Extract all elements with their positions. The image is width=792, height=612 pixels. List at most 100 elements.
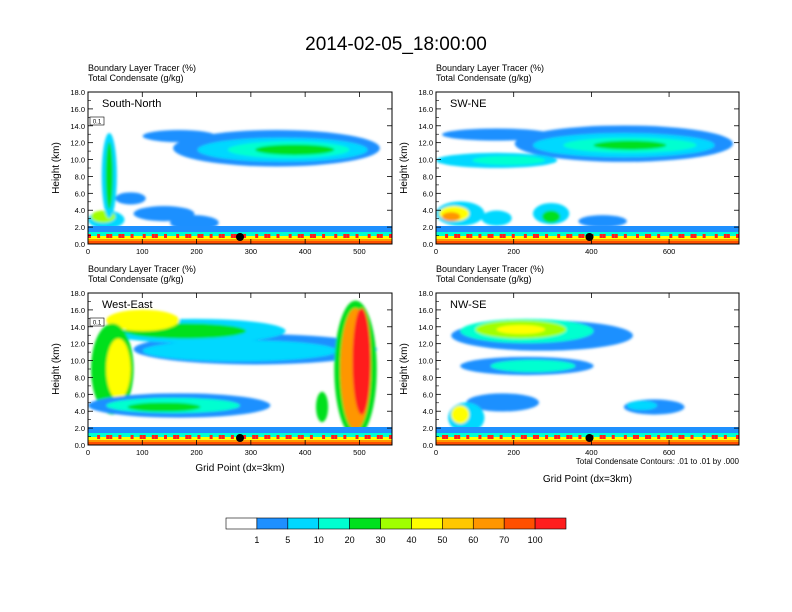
surface-cell [614, 234, 618, 238]
surface-cell [109, 234, 113, 238]
surface-cell [88, 234, 91, 238]
colorbar-label: 70 [499, 535, 509, 545]
surface-cell [532, 435, 536, 439]
surface-cell [511, 435, 515, 439]
surface-cell [678, 435, 682, 439]
y-tick-label: 16.0 [418, 105, 433, 114]
surface-cell [602, 435, 606, 439]
surface-cell [469, 234, 473, 238]
surface-cell [632, 435, 636, 439]
x-tick-label: 0 [86, 247, 90, 256]
colorbar-swatch [318, 517, 350, 530]
surface-cell [578, 234, 582, 238]
surface-cell [657, 435, 661, 439]
y-tick-label: 18.0 [70, 88, 85, 97]
surface-cell [185, 234, 189, 238]
field-blob [127, 402, 201, 412]
surface-cell [657, 234, 661, 238]
surface-cell [726, 234, 730, 238]
surface-cell [545, 435, 549, 439]
x-tick-label: 400 [585, 247, 598, 256]
tracer-field [88, 300, 392, 445]
surface-cell [221, 435, 225, 439]
surface-cell [151, 435, 155, 439]
y-tick-label: 18.0 [70, 289, 85, 298]
surface-cell [690, 234, 694, 238]
x-axis-label: Grid Point (dx=3km) [195, 463, 284, 474]
surface-cell [635, 234, 639, 238]
surface-cell [346, 234, 350, 238]
surface-cell [478, 234, 482, 238]
surface-cell [669, 234, 673, 238]
surface-cell [109, 435, 113, 439]
surface-cell [276, 234, 280, 238]
panel-label: NW-SE [450, 299, 486, 311]
y-tick-label: 14.0 [418, 122, 433, 131]
y-axis-label: Height (km) [51, 142, 62, 194]
surface-cell [681, 435, 685, 439]
colorbar-label: 60 [468, 535, 478, 545]
colorbar-label: 20 [345, 535, 355, 545]
surface-cell [252, 435, 256, 439]
y-tick-label: 4.0 [423, 206, 433, 215]
surface-cell [681, 234, 685, 238]
x-tick-label: 100 [136, 247, 149, 256]
y-tick-label: 10.0 [70, 156, 85, 165]
boundary-layer-band [436, 241, 739, 244]
surface-cell [648, 234, 652, 238]
y-tick-label: 6.0 [75, 390, 85, 399]
surface-cell [255, 234, 259, 238]
surface-cell [523, 435, 527, 439]
surface-cell [188, 234, 192, 238]
surface-cell [164, 435, 167, 439]
surface-cell [379, 234, 383, 238]
surface-cell [300, 234, 304, 238]
contour-note: Total Condensate Contours: .01 to .01 by… [576, 457, 740, 466]
field-blob [105, 142, 113, 210]
surface-cell [355, 234, 359, 238]
surface-cell [723, 234, 727, 238]
surface-cell [520, 435, 524, 439]
colorbar-label: 100 [528, 535, 543, 545]
y-tick-label: 2.0 [75, 223, 85, 232]
surface-cell [164, 234, 167, 238]
surface-cell [367, 234, 371, 238]
field-blob [106, 338, 131, 400]
surface-cell [599, 234, 603, 238]
x-tick-label: 500 [353, 448, 366, 457]
surface-cell [230, 435, 234, 439]
subtitle-line1: Boundary Layer Tracer (%) [88, 264, 196, 274]
surface-cell [602, 234, 606, 238]
y-tick-label: 8.0 [75, 373, 85, 382]
surface-cell [151, 234, 155, 238]
surface-cell [487, 435, 491, 439]
field-blob [142, 130, 216, 143]
y-tick-label: 10.0 [70, 357, 85, 366]
y-tick-label: 12.0 [418, 139, 433, 148]
colorbar-label: 30 [376, 535, 386, 545]
surface-cell [139, 435, 143, 439]
x-tick-label: 600 [663, 448, 676, 457]
surface-cell [297, 435, 301, 439]
surface-cell [331, 435, 335, 439]
x-tick-label: 0 [86, 448, 90, 457]
surface-cell [645, 234, 649, 238]
surface-cell [376, 234, 380, 238]
x-tick-label: 200 [190, 448, 203, 457]
field-blob [578, 215, 627, 228]
surface-cell [454, 234, 458, 238]
surface-cell [511, 234, 515, 238]
colorbar-label: 10 [314, 535, 324, 545]
surface-cell [173, 435, 177, 439]
surface-cell [454, 435, 458, 439]
x-tick-label: 300 [245, 247, 258, 256]
contour-label-box [89, 317, 105, 327]
plot-area [88, 92, 392, 244]
y-tick-label: 14.0 [70, 323, 85, 332]
colorbar-swatch [225, 517, 258, 530]
surface-cell [599, 435, 603, 439]
surface-cell [532, 234, 536, 238]
y-tick-label: 16.0 [70, 306, 85, 315]
y-tick-label: 10.0 [418, 156, 433, 165]
